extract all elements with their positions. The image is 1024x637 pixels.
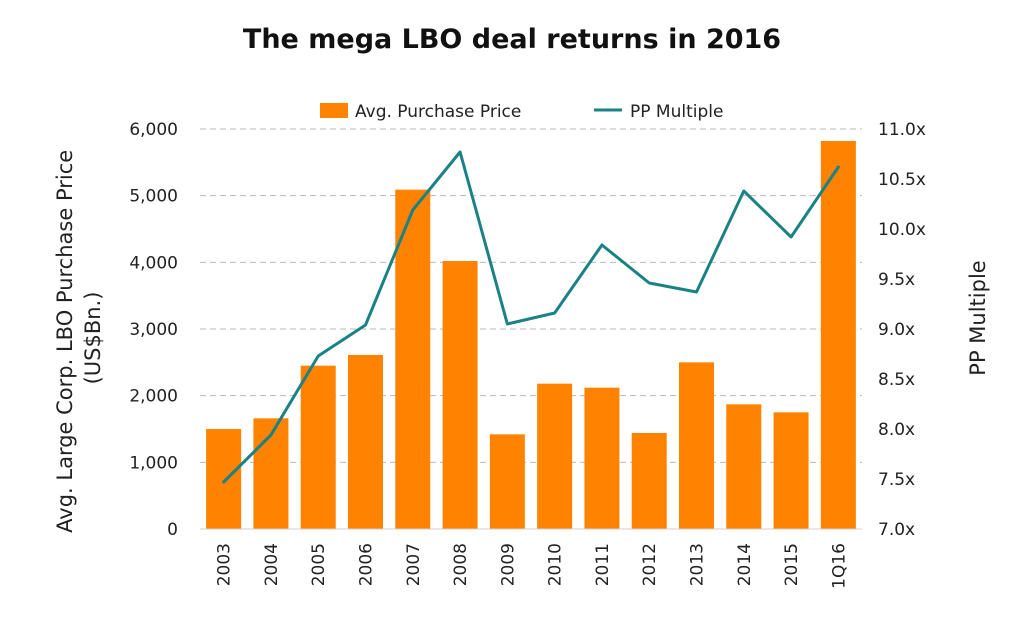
bar-2011 (584, 387, 620, 529)
chart-title: The mega LBO deal returns in 2016 (243, 24, 781, 55)
bar-2008 (442, 261, 478, 529)
y-left-tick-label: 3,000 (129, 320, 178, 340)
x-tick-label: 2008 (451, 543, 471, 586)
y-axis-right-title: PP Multiple (966, 260, 990, 375)
legend: Avg. Purchase Price PP Multiple (320, 102, 723, 122)
y-axis-left-title-line-2: (US$Bn.) (81, 292, 105, 385)
bar-2007 (395, 189, 431, 529)
x-tick-label: 2013 (688, 543, 708, 586)
bar-2012 (631, 433, 667, 529)
x-tick-label: 2007 (404, 543, 424, 586)
x-tick-label: 2015 (782, 543, 802, 586)
legend-swatch-purchase-price (320, 103, 348, 118)
y-right-tick-label: 7.0x (878, 520, 915, 540)
y-left-tick-label: 4,000 (129, 253, 178, 273)
y-right-tick-label: 7.5x (878, 470, 915, 490)
y-axis-left-title-line-1: Avg. Large Corp. LBO Purchase Price (53, 150, 77, 533)
y-left-tick-label: 5,000 (129, 187, 178, 207)
x-tick-label: 2005 (309, 543, 329, 586)
y-right-tick-label: 8.5x (878, 370, 915, 390)
y-right-tick-label: 11.0x (878, 120, 926, 140)
bar-2010 (537, 383, 573, 529)
bar-2005 (300, 365, 336, 529)
pp-multiple-line (222, 150, 840, 484)
x-tick-label: 2011 (593, 543, 613, 586)
y-left-tick-label: 1,000 (129, 453, 178, 473)
y-left-tick-label: 2,000 (129, 387, 178, 407)
bar-2013 (679, 362, 714, 529)
bar-2014 (726, 404, 762, 529)
x-tick-label: 2006 (357, 543, 377, 586)
x-tick-label: 2012 (640, 543, 660, 586)
x-tick-label: 2014 (735, 543, 755, 586)
y-left-tick-label: 0 (167, 520, 178, 540)
y-right-tick-label: 8.0x (878, 420, 915, 440)
x-tick-label: 2003 (215, 543, 235, 586)
bar-2009 (489, 434, 525, 529)
y-right-tick-label: 10.5x (878, 170, 926, 190)
y-right-tick-label: 9.0x (878, 320, 915, 340)
axes: 0 1,000 2,000 3,000 4,000 5,000 6,000 7.0x 7.5x 8… (129, 120, 926, 589)
legend-label-purchase-price: Avg. Purchase Price (355, 102, 521, 122)
gridlines (200, 128, 862, 463)
bar-1Q16 (820, 141, 856, 529)
bar-series (206, 141, 856, 529)
y-left-tick-label: 6,000 (129, 120, 178, 140)
x-tick-label: 1Q16 (829, 543, 849, 589)
legend-label-pp-multiple: PP Multiple (630, 102, 723, 122)
y-axis-left-title: Avg. Large Corp. LBO Purchase Price (US$… (53, 143, 105, 533)
y-right-tick-label: 10.0x (878, 220, 926, 240)
line-series (222, 150, 840, 484)
x-tick-label: 2004 (262, 543, 282, 586)
bar-2006 (348, 355, 383, 529)
bar-2003 (206, 429, 242, 529)
y-right-tick-label: 9.5x (878, 270, 915, 290)
x-tick-label: 2009 (498, 543, 518, 586)
bar-2015 (773, 412, 809, 529)
x-tick-label: 2010 (546, 543, 566, 586)
